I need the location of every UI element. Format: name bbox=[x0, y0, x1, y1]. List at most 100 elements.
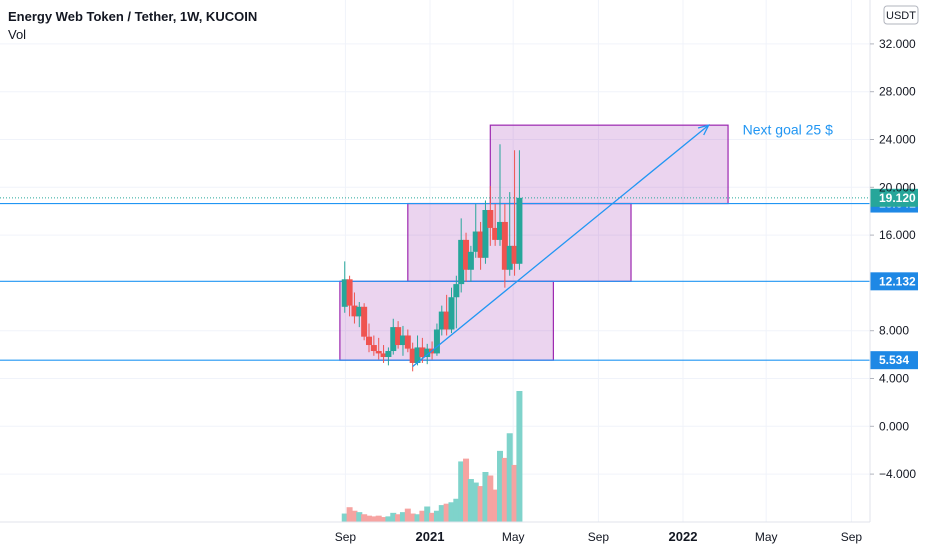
candle-body bbox=[516, 197, 523, 264]
y-tick-label: 28.000 bbox=[879, 85, 916, 99]
zone-rectangle bbox=[489, 124, 729, 205]
x-tick-label: 2022 bbox=[669, 529, 698, 544]
candle-body bbox=[361, 306, 368, 337]
volume-bar bbox=[453, 498, 460, 522]
candle-body bbox=[385, 351, 392, 357]
candle-body bbox=[453, 284, 460, 298]
level-price-label: 5.534 bbox=[879, 353, 909, 367]
volume-bar bbox=[356, 512, 363, 522]
x-tick-label: Sep bbox=[588, 530, 610, 544]
volume-bar bbox=[501, 457, 508, 522]
volume-bar bbox=[482, 471, 489, 522]
volume-bar bbox=[419, 510, 426, 522]
volume-bar bbox=[492, 489, 499, 522]
y-tick-label: 20.000 bbox=[879, 180, 916, 194]
candles bbox=[341, 144, 523, 372]
y-tick-label: 0.000 bbox=[879, 419, 909, 433]
x-tick-label: Sep bbox=[841, 530, 863, 544]
x-tick-label: May bbox=[502, 530, 525, 544]
trend-arrow-head bbox=[697, 124, 710, 136]
x-tick-label: 2021 bbox=[416, 529, 445, 544]
candle-body bbox=[477, 231, 484, 258]
volume-bar bbox=[351, 510, 358, 522]
candle-body bbox=[472, 231, 479, 252]
time-axis: Sep 2021 May Sep 2022 May Sep bbox=[335, 529, 863, 544]
candle-body bbox=[463, 239, 470, 270]
candle-body bbox=[482, 210, 489, 258]
level-price-pill bbox=[870, 351, 918, 370]
last-price-label: 19.120 bbox=[879, 191, 916, 205]
annotation-text: Next goal 25 $ bbox=[743, 122, 833, 138]
volume-bar bbox=[375, 515, 382, 522]
candle-body bbox=[351, 305, 358, 317]
volume-bar bbox=[497, 450, 504, 522]
volume-bar bbox=[346, 507, 353, 522]
candle-body bbox=[414, 347, 421, 363]
volume-bar bbox=[458, 461, 465, 522]
symbol-title: Energy Web Token / Tether, 1W, KUCOIN bbox=[8, 9, 257, 24]
currency-button[interactable] bbox=[883, 5, 919, 25]
volume-bar bbox=[463, 458, 470, 522]
volume-bar bbox=[424, 506, 431, 522]
volume-bar bbox=[390, 512, 397, 522]
volume-bar bbox=[443, 503, 450, 522]
candle-body bbox=[492, 227, 499, 240]
level-price-label: 12.132 bbox=[879, 274, 916, 288]
level-price-pill bbox=[870, 272, 918, 291]
trend-arrow-line bbox=[412, 124, 710, 368]
x-tick-label: Sep bbox=[335, 530, 357, 544]
volume-bar bbox=[380, 517, 387, 522]
candle-body bbox=[366, 336, 373, 346]
candle-body bbox=[380, 353, 387, 357]
candle-body bbox=[511, 245, 518, 264]
volume-bar bbox=[395, 514, 402, 522]
volume-label: Vol bbox=[8, 27, 26, 42]
volume-bar bbox=[366, 515, 373, 522]
volume-bar bbox=[385, 516, 392, 522]
y-tick-label: 16.000 bbox=[879, 228, 916, 242]
candle-body bbox=[375, 351, 382, 354]
candle-body bbox=[458, 239, 465, 285]
candle-body bbox=[497, 221, 504, 240]
volume-bar bbox=[511, 464, 518, 522]
volume-bar bbox=[448, 502, 455, 522]
price-axis: 32.000 28.000 24.000 20.000 16.000 8.000 4.000… bbox=[870, 37, 916, 481]
volume-bar bbox=[409, 513, 416, 522]
candle-body bbox=[346, 279, 353, 306]
volume-bar bbox=[399, 512, 406, 522]
volume-bar bbox=[438, 505, 445, 522]
candle-body bbox=[501, 221, 508, 270]
candle-body bbox=[433, 329, 440, 354]
volume-bar bbox=[433, 510, 440, 522]
y-tick-label: 4.000 bbox=[879, 372, 909, 386]
y-tick-label: 8.000 bbox=[879, 324, 909, 338]
candle-body bbox=[390, 327, 397, 352]
volume-bar bbox=[472, 482, 479, 522]
candle-body bbox=[467, 251, 474, 270]
y-tick-label: −4.000 bbox=[879, 467, 916, 481]
volume-bar bbox=[414, 514, 421, 522]
volume-bar bbox=[341, 513, 348, 522]
volume-bar bbox=[361, 514, 368, 522]
candle-body bbox=[419, 347, 426, 357]
candle-body bbox=[506, 245, 513, 270]
last-price-pill bbox=[870, 188, 918, 207]
volume-bar bbox=[467, 479, 474, 522]
candle-body bbox=[404, 335, 411, 349]
currency-label: USDT bbox=[886, 10, 916, 22]
y-tick-label: 32.000 bbox=[879, 37, 916, 51]
volume-bar bbox=[487, 475, 494, 522]
candle-body bbox=[487, 210, 494, 228]
candle-body bbox=[399, 335, 406, 346]
candle-body bbox=[370, 345, 377, 352]
volume-bar bbox=[370, 516, 377, 522]
y-tick-label: 24.000 bbox=[879, 133, 916, 147]
volume-bar bbox=[516, 391, 523, 522]
candle-body bbox=[356, 306, 363, 317]
volume-bars bbox=[341, 391, 523, 522]
volume-bar bbox=[477, 486, 484, 522]
volume-bar bbox=[429, 512, 436, 522]
candle-body bbox=[341, 279, 348, 307]
